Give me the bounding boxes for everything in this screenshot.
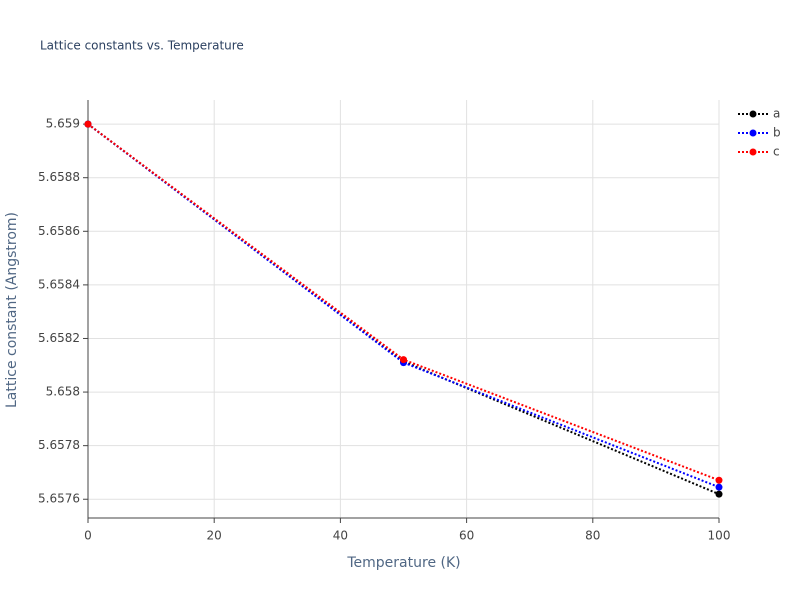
x-tick-label: 20 (207, 529, 222, 543)
y-tick-label: 5.659 (46, 117, 80, 131)
x-tick-label: 0 (84, 529, 92, 543)
y-tick-label: 5.6584 (38, 277, 80, 291)
point (84, 120, 92, 128)
point (715, 476, 723, 484)
x-tick-label: 100 (708, 529, 731, 543)
legend-label: c (773, 145, 780, 159)
series-line (87, 123, 720, 496)
chart-title: Lattice constants vs. Temperature (40, 39, 244, 53)
point (400, 356, 407, 364)
legend-marker (749, 110, 757, 118)
x-tick-label: 40 (333, 529, 348, 543)
y-tick-label: 5.6582 (38, 331, 80, 345)
y-tick-label: 5.6578 (38, 438, 80, 452)
x-tick-label: 60 (459, 529, 474, 543)
x-tick-label: 80 (585, 529, 600, 543)
point (715, 483, 723, 491)
point (715, 490, 723, 498)
legend-label: b (773, 126, 781, 140)
y-tick-label: 5.658 (46, 385, 80, 399)
legend-marker (749, 129, 757, 137)
y-tick-label: 5.6586 (38, 224, 80, 238)
y-tick-label: 5.6576 (38, 492, 80, 506)
legend-marker (749, 148, 757, 156)
y-axis-title: Lattice constant (Angstrom) (4, 212, 20, 408)
y-tick-label: 5.6588 (38, 170, 80, 184)
series-line (87, 123, 720, 489)
legend-label: a (773, 107, 780, 121)
x-axis-title: Temperature (K) (346, 555, 460, 571)
